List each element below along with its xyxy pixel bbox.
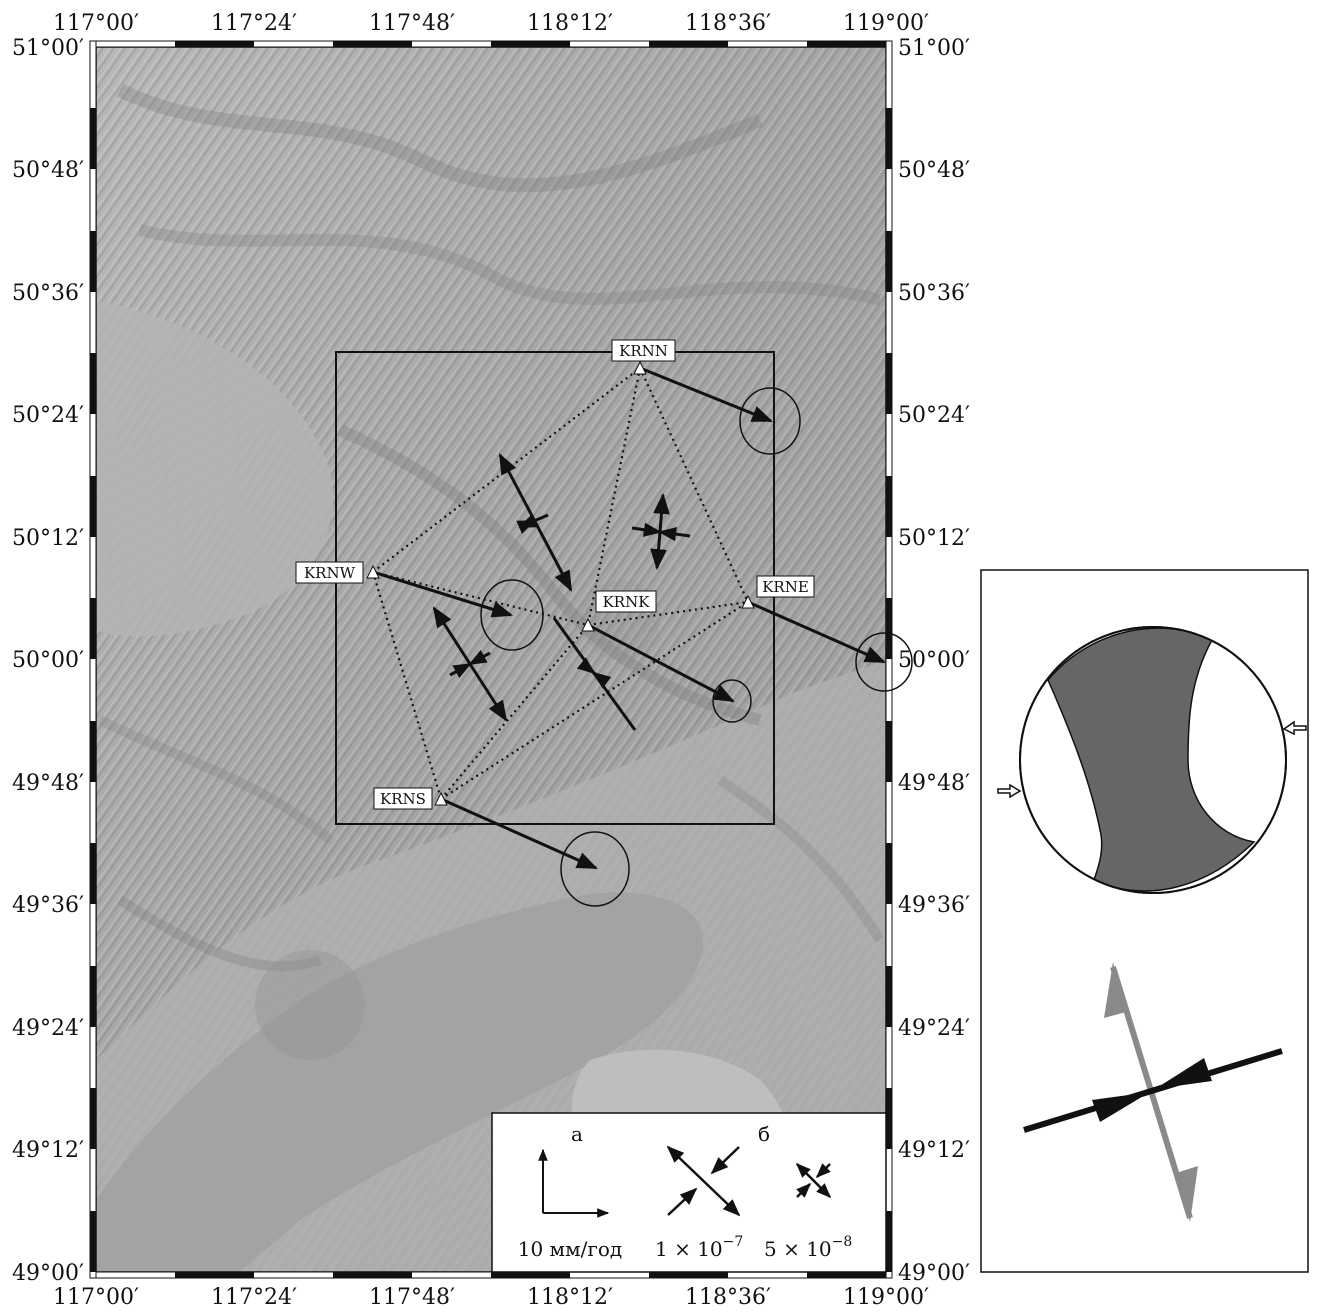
lon-label: 118°36′ — [685, 11, 771, 36]
focal-mechanism-beachball — [1019, 626, 1287, 894]
mechanism-panel — [980, 569, 1309, 1273]
station-label: KRNN — [619, 342, 668, 360]
lon-label: 118°12′ — [527, 1285, 613, 1310]
velocity-vector-krnn — [639, 366, 773, 423]
lat-label: 49°12′ — [12, 1138, 84, 1163]
error-ellipse-krns — [560, 831, 630, 907]
legend: а б 10 мм/год 1 × 10−7 5 × 10−8 — [491, 1112, 887, 1273]
station-label: KRNE — [762, 578, 809, 596]
legend-label-a: а — [571, 1122, 583, 1146]
strain-scale-large-label: 1 × 10−7 — [655, 1234, 743, 1261]
strain-scale-small-label: 5 × 10−8 — [764, 1234, 852, 1261]
lat-label: 49°00′ — [898, 1261, 970, 1286]
station-label: KRNS — [380, 790, 426, 808]
lat-label: 49°24′ — [898, 1016, 970, 1041]
lon-label: 117°48′ — [369, 1285, 455, 1310]
lon-label: 117°48′ — [369, 11, 455, 36]
station-label: KRNW — [304, 564, 356, 582]
strain-cross-west — [432, 606, 508, 722]
error-ellipse-krnn — [739, 387, 801, 455]
compression-arrow-left-icon — [997, 783, 1022, 799]
compression-arrow-right-icon — [1282, 720, 1307, 736]
relief-map — [96, 47, 886, 1272]
lon-label: 117°24′ — [211, 1285, 297, 1310]
lat-label: 50°36′ — [12, 281, 84, 306]
lat-label: 50°12′ — [12, 526, 84, 551]
strain-scale-large-icon — [666, 1145, 741, 1217]
longitude-labels-top: 117°00′ 117°24′ 117°48′ 118°12′ 118°36′ … — [53, 11, 929, 36]
velocity-vectors — [372, 366, 886, 870]
lat-label: 51°00′ — [12, 36, 84, 61]
compression-axis — [1023, 1048, 1283, 1133]
station-krne: KRNE — [741, 575, 815, 609]
longitude-labels-bottom: 117°00′ 117°24′ 117°48′ 118°12′ 118°36′ … — [53, 1285, 929, 1310]
lat-label: 49°12′ — [898, 1138, 970, 1163]
velocity-vector-krne — [747, 600, 886, 664]
lon-label: 117°00′ — [53, 11, 139, 36]
extension-arrowhead-bottom — [1176, 1166, 1198, 1222]
lat-label: 49°48′ — [898, 771, 970, 796]
lon-label: 118°12′ — [527, 11, 613, 36]
lat-label: 49°36′ — [898, 893, 970, 918]
lat-label: 49°48′ — [12, 771, 84, 796]
strain-cross-east — [631, 492, 691, 571]
lon-label: 119°00′ — [843, 1285, 929, 1310]
station-krnk: KRNK — [581, 590, 657, 632]
lat-label: 49°36′ — [12, 893, 84, 918]
lat-label: 50°48′ — [12, 158, 84, 183]
compression-arrowhead-right — [1155, 1058, 1212, 1089]
lat-label: 50°24′ — [12, 403, 84, 428]
velocity-scale-icon — [538, 1148, 610, 1218]
error-ellipses — [480, 387, 913, 907]
lowland-plain-west — [96, 300, 333, 637]
strain-large-exponent: −7 — [723, 1234, 744, 1250]
lon-label: 119°00′ — [843, 11, 929, 36]
velocity-vector-krns — [440, 797, 598, 870]
lat-label: 49°24′ — [12, 1016, 84, 1041]
strain-scale-small-icon — [795, 1162, 832, 1199]
strain-small-exponent: −8 — [832, 1234, 853, 1250]
lat-label: 51°00′ — [898, 36, 970, 61]
principal-axes — [1023, 962, 1283, 1222]
station-triangle-icon — [741, 594, 755, 609]
lat-label: 50°24′ — [898, 403, 970, 428]
lon-label: 118°36′ — [685, 1285, 771, 1310]
lat-label: 50°00′ — [12, 648, 84, 673]
lake-flat-area — [96, 892, 704, 1272]
lat-label: 50°36′ — [898, 281, 970, 306]
error-ellipse-krne — [855, 632, 913, 692]
stations: KRNN KRNW KRNE KRNK KRNS — [295, 339, 815, 810]
extension-arrowhead-top — [1104, 962, 1126, 1018]
strain-small-base: 5 × 10 — [764, 1237, 832, 1261]
strain-large-base: 1 × 10 — [655, 1237, 723, 1261]
lon-label: 117°24′ — [211, 11, 297, 36]
station-label: KRNK — [603, 593, 651, 611]
velocity-vector-krnw — [372, 570, 514, 618]
station-triangle-icon — [581, 617, 595, 632]
error-ellipse-krnk — [712, 679, 752, 723]
lat-label: 49°00′ — [12, 1261, 84, 1286]
lat-label: 50°12′ — [898, 526, 970, 551]
velocity-scale-label: 10 мм/год — [518, 1237, 623, 1261]
station-triangle-icon — [366, 564, 380, 579]
lat-label: 50°00′ — [898, 648, 970, 673]
station-krnn: KRNN — [611, 339, 676, 375]
lat-label: 50°48′ — [898, 158, 970, 183]
latitude-labels-left: 51°00′ 50°48′ 50°36′ 50°24′ 50°12′ 50°00… — [12, 36, 84, 1286]
station-triangle-icon — [434, 791, 448, 806]
strain-cross-north — [498, 453, 573, 592]
compression-arrowhead-left — [1092, 1092, 1150, 1122]
station-krns: KRNS — [373, 787, 448, 810]
station-triangle-icon — [633, 360, 647, 375]
station-krnw: KRNW — [295, 561, 380, 584]
velocity-vector-krnk — [587, 623, 735, 703]
strain-crosses — [432, 453, 691, 731]
error-ellipse-krnw — [480, 579, 544, 651]
legend-label-b: б — [758, 1122, 770, 1146]
map-frame — [89, 40, 893, 1279]
lon-label: 117°00′ — [53, 1285, 139, 1310]
latitude-labels-right: 51°00′ 50°48′ 50°36′ 50°24′ 50°12′ 50°00… — [898, 36, 970, 1286]
strain-cross-south — [552, 617, 637, 731]
